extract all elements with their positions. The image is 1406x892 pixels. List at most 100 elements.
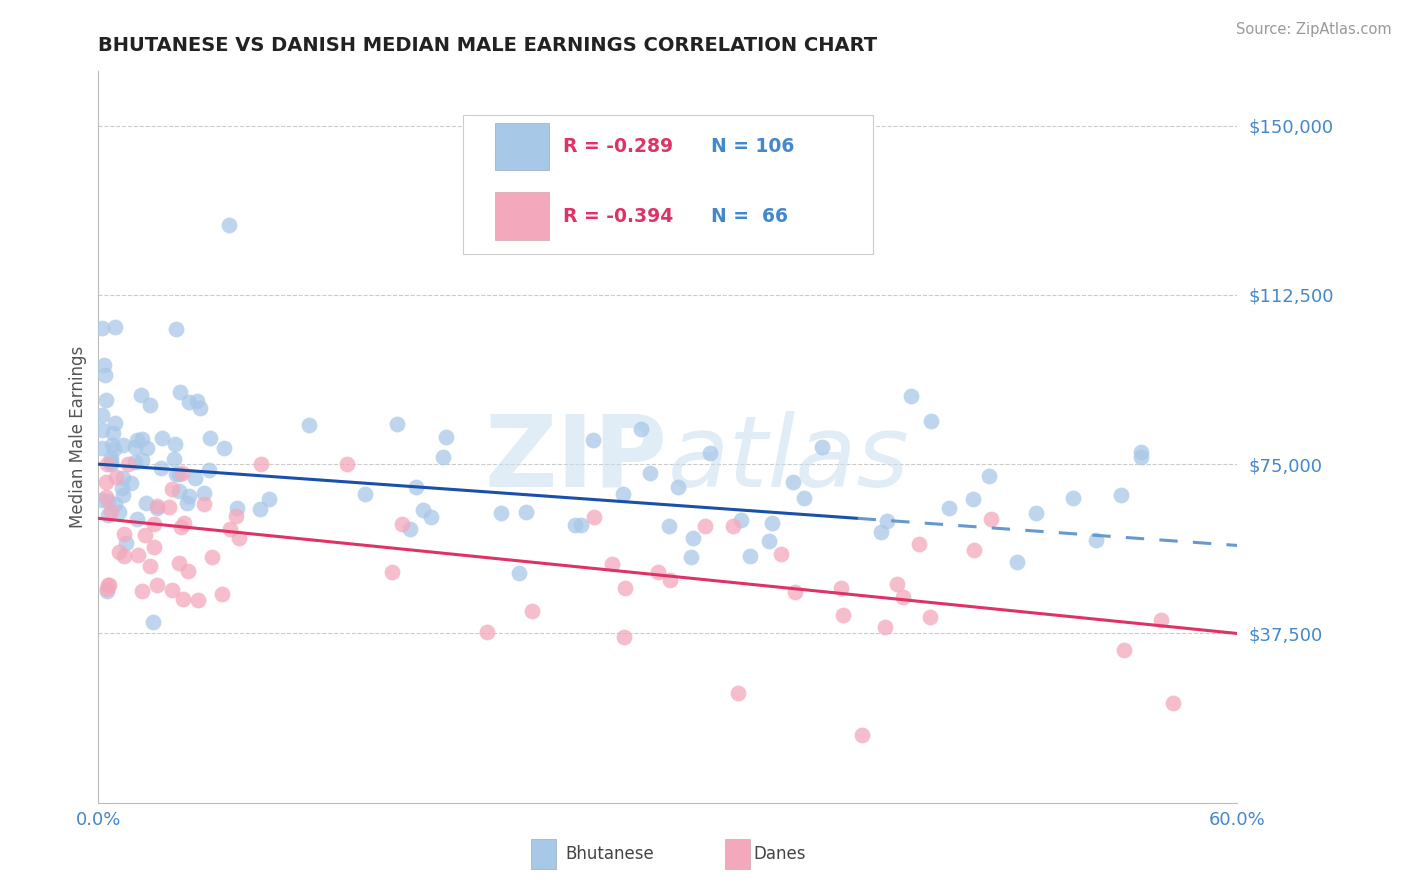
Point	[167, 484, 190, 499]
Point	[129, 388, 152, 402]
Point	[218, 522, 240, 536]
Point	[112, 438, 135, 452]
Point	[172, 467, 194, 481]
Point	[405, 480, 427, 494]
Point	[225, 500, 247, 515]
Point	[730, 513, 752, 527]
Point	[571, 518, 593, 533]
Point	[104, 416, 127, 430]
Text: N = 106: N = 106	[711, 137, 794, 156]
Point	[135, 442, 157, 456]
Point	[647, 565, 669, 579]
Point	[108, 505, 131, 519]
Point	[134, 528, 156, 542]
Point	[142, 517, 165, 532]
Point	[188, 401, 211, 416]
Point	[124, 455, 146, 469]
Point	[1129, 445, 1152, 459]
Point	[127, 434, 149, 448]
Point	[886, 577, 908, 591]
Point	[391, 516, 413, 531]
Text: atlas: atlas	[668, 410, 910, 508]
Point	[228, 531, 250, 545]
Point	[740, 549, 762, 563]
Point	[489, 507, 512, 521]
Point	[96, 457, 118, 471]
Point	[658, 573, 681, 587]
Point	[91, 321, 114, 335]
Point	[165, 322, 187, 336]
Point	[699, 446, 721, 460]
Text: BHUTANESE VS DANISH MEDIAN MALE EARNINGS CORRELATION CHART: BHUTANESE VS DANISH MEDIAN MALE EARNINGS…	[98, 36, 877, 54]
Point	[1114, 643, 1136, 657]
Point	[157, 500, 180, 515]
Point	[167, 467, 190, 482]
Text: N =  66: N = 66	[711, 207, 789, 226]
Text: ZIP: ZIP	[485, 410, 668, 508]
Point	[94, 368, 117, 382]
Point	[381, 566, 404, 580]
Point	[873, 620, 896, 634]
Point	[520, 604, 543, 618]
Point	[1084, 533, 1107, 547]
Point	[96, 584, 118, 599]
Point	[145, 500, 167, 515]
Point	[638, 466, 661, 480]
Point	[257, 491, 280, 506]
Point	[100, 455, 122, 469]
Point	[298, 418, 321, 433]
Point	[830, 581, 852, 595]
FancyBboxPatch shape	[531, 839, 557, 869]
Point	[218, 218, 240, 232]
Point	[432, 450, 454, 464]
Point	[97, 508, 120, 523]
FancyBboxPatch shape	[725, 839, 749, 869]
Point	[695, 518, 717, 533]
FancyBboxPatch shape	[495, 192, 550, 240]
Point	[104, 497, 127, 511]
Text: Danes: Danes	[754, 845, 806, 863]
Point	[979, 469, 1001, 483]
Text: R = -0.394: R = -0.394	[562, 207, 673, 226]
Point	[434, 430, 457, 444]
Point	[666, 480, 689, 494]
Point	[112, 470, 135, 484]
Point	[94, 475, 117, 489]
Point	[149, 460, 172, 475]
Point	[225, 508, 247, 523]
Point	[811, 440, 834, 454]
Point	[96, 392, 118, 407]
Point	[125, 511, 148, 525]
Point	[387, 417, 409, 432]
Point	[963, 542, 986, 557]
Point	[249, 457, 271, 471]
Point	[193, 485, 215, 500]
Point	[91, 492, 114, 507]
Point	[399, 522, 422, 536]
Point	[336, 457, 359, 471]
Point	[131, 584, 153, 599]
Point	[179, 489, 201, 503]
Point	[165, 467, 187, 481]
Point	[91, 423, 114, 437]
Point	[173, 516, 195, 530]
Point	[419, 509, 441, 524]
Point	[146, 578, 169, 592]
Point	[91, 409, 114, 423]
Point	[186, 393, 208, 408]
Point	[900, 389, 922, 403]
Point	[100, 451, 122, 466]
Point	[600, 557, 623, 571]
Text: Bhutanese: Bhutanese	[565, 845, 654, 863]
Point	[120, 476, 142, 491]
FancyBboxPatch shape	[495, 122, 550, 170]
Point	[893, 590, 915, 604]
Point	[179, 394, 201, 409]
Point	[142, 540, 165, 554]
Point	[211, 587, 233, 601]
Point	[721, 519, 744, 533]
Point	[198, 431, 221, 445]
Point	[582, 509, 605, 524]
Point	[112, 526, 135, 541]
Point	[832, 607, 855, 622]
